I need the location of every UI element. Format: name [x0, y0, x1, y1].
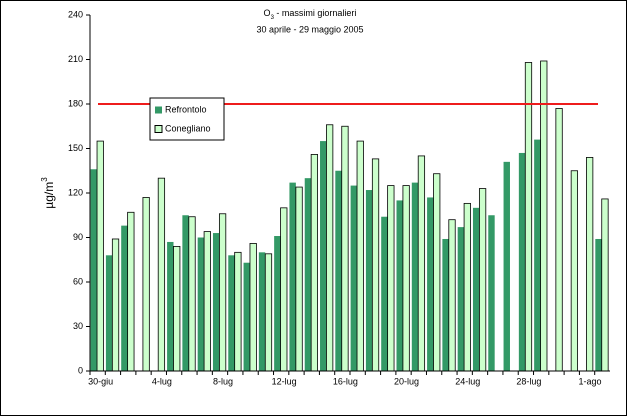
- bar: [402, 185, 410, 372]
- y-tick-label: 150: [68, 143, 83, 153]
- x-tick-label: 4-lug: [152, 376, 172, 386]
- legend-label: Conegliano: [165, 123, 211, 133]
- x-tick-label: 28-lug: [516, 376, 541, 386]
- bar: [381, 216, 388, 371]
- bar: [427, 197, 434, 371]
- title-sub: 3: [271, 15, 275, 21]
- bar: [540, 60, 548, 372]
- bar: [320, 141, 327, 371]
- bar: [121, 225, 128, 371]
- bar: [167, 241, 174, 371]
- bar: [341, 125, 349, 372]
- bar: [188, 216, 196, 372]
- bar: [274, 236, 281, 371]
- x-tick-label: 16-lug: [333, 376, 358, 386]
- bar: [218, 213, 227, 372]
- x-tick-label: 30-giu: [88, 376, 113, 386]
- bar: [396, 200, 403, 371]
- legend-swatch: [155, 106, 162, 114]
- bar: [472, 207, 480, 371]
- bar: [586, 156, 594, 372]
- bar: [96, 140, 104, 372]
- bar: [289, 182, 296, 371]
- bar: [90, 169, 98, 371]
- bar: [524, 62, 533, 372]
- bar: [371, 158, 380, 372]
- legend-swatch: [154, 125, 163, 133]
- bar: [182, 215, 189, 371]
- y-tick-label: 60: [73, 276, 83, 286]
- bar: [127, 211, 135, 372]
- bar: [365, 190, 373, 371]
- y-tick-label: 90: [73, 232, 83, 242]
- bar: [555, 108, 563, 372]
- bar: [310, 154, 318, 372]
- bar: [442, 238, 449, 371]
- bar: [197, 237, 205, 371]
- title-part: - massimi giornalieri: [274, 8, 357, 18]
- x-tick-label: 20-lug: [394, 376, 419, 386]
- bar: [295, 186, 303, 372]
- x-tick-label: 24-lug: [455, 376, 480, 386]
- bar: [335, 170, 342, 371]
- bar: [258, 252, 266, 371]
- bar: [601, 198, 609, 372]
- bar: [570, 170, 578, 372]
- bar: [356, 140, 364, 372]
- bar: [173, 245, 181, 372]
- bar: [448, 219, 456, 372]
- bar: [243, 262, 250, 371]
- chart-subtitle: 30 aprile - 29 maggio 2005: [256, 24, 363, 34]
- y-tick-label: 210: [68, 54, 83, 64]
- bar: [350, 185, 358, 371]
- y-tick-label: 0: [78, 365, 83, 375]
- bar: [478, 188, 487, 372]
- bar: [326, 124, 334, 372]
- bar: [264, 253, 273, 372]
- x-tick-label: 12-lug: [272, 376, 297, 386]
- bar: [203, 231, 211, 372]
- bar: [228, 255, 235, 371]
- bar: [234, 251, 242, 372]
- bar: [488, 215, 495, 371]
- bar: [249, 243, 257, 372]
- x-tick-label: 1-ago: [579, 376, 602, 386]
- bar: [387, 185, 395, 372]
- y-tick-label: 30: [73, 321, 83, 331]
- y-tick-label: 180: [68, 98, 83, 108]
- bar: [417, 155, 426, 372]
- bar: [503, 161, 510, 371]
- y-axis-label: µg/m3: [40, 177, 56, 209]
- bar: [157, 177, 166, 372]
- bar: [433, 173, 441, 372]
- bar: [457, 227, 465, 371]
- bar: [105, 255, 113, 371]
- bar: [463, 202, 471, 372]
- y-label-sup: 3: [40, 177, 49, 182]
- chart-title: O3 - massimi giornalieri: [264, 8, 357, 20]
- title-part: O: [264, 8, 271, 18]
- y-label-part: µg/m: [42, 182, 56, 209]
- x-tick-label: 8-lug: [213, 376, 233, 386]
- bar: [212, 233, 220, 371]
- bar: [534, 139, 541, 371]
- bar: [518, 152, 526, 371]
- bar: [304, 178, 312, 371]
- y-tick-label: 240: [68, 9, 83, 19]
- y-tick-label: 120: [68, 187, 83, 197]
- legend-label: Refrontolo: [165, 104, 207, 114]
- bar: [595, 238, 602, 371]
- bar: [111, 238, 120, 372]
- bar: [142, 197, 150, 372]
- bar: [411, 182, 419, 371]
- bar: [280, 207, 288, 372]
